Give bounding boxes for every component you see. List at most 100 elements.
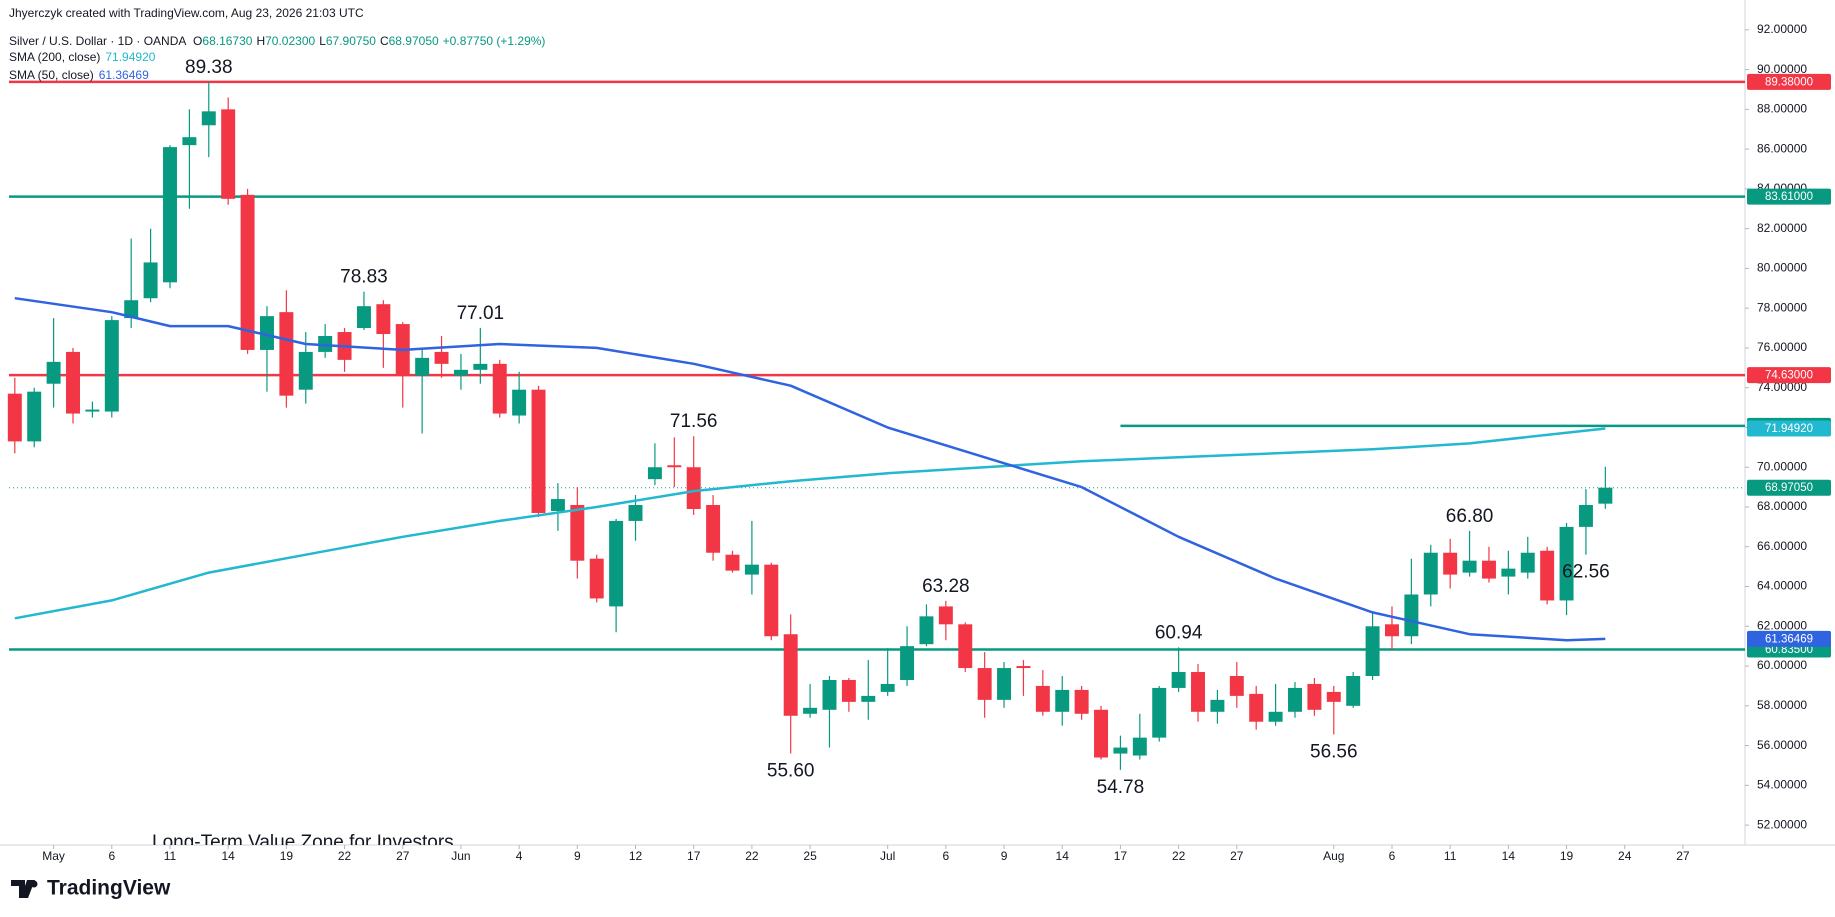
level-badge: 74.63000 bbox=[1765, 370, 1813, 382]
candle-body bbox=[1132, 737, 1147, 756]
candle-body bbox=[570, 505, 585, 561]
candle-body bbox=[46, 361, 61, 384]
x-tick-label: 19 bbox=[1560, 849, 1574, 863]
candle-body bbox=[298, 351, 313, 390]
x-tick-label: 17 bbox=[687, 849, 701, 863]
logo-dot bbox=[30, 880, 38, 888]
y-tick-label: 60.00000 bbox=[1757, 658, 1807, 672]
x-tick-label: 6 bbox=[943, 849, 950, 863]
x-tick-label: 14 bbox=[222, 849, 236, 863]
candle-body bbox=[667, 465, 682, 468]
candle-body bbox=[977, 668, 992, 700]
x-tick-label: 9 bbox=[574, 849, 581, 863]
candle-body bbox=[1559, 526, 1574, 601]
change: +0.87750 (+1.29%) bbox=[443, 34, 546, 48]
candle-body bbox=[1288, 687, 1302, 712]
candle-body bbox=[376, 304, 391, 335]
candle-body bbox=[27, 391, 42, 442]
candle-body bbox=[1326, 691, 1341, 702]
ohlc-value: 67.90750 bbox=[326, 34, 376, 48]
footer-logo: TradingView bbox=[11, 877, 171, 900]
x-tick-label: 17 bbox=[1114, 849, 1128, 863]
x-tick-label: 24 bbox=[1618, 849, 1632, 863]
x-tick-label: 27 bbox=[1676, 849, 1690, 863]
sma-line bbox=[14, 427, 1606, 620]
logo-icon bbox=[11, 880, 35, 898]
candle-body bbox=[66, 351, 80, 414]
ohlc-key: O bbox=[193, 34, 202, 48]
x-tick-label: Jun bbox=[451, 849, 470, 863]
x-tick-label: Aug bbox=[1323, 849, 1344, 863]
x-tick-label: Jul bbox=[880, 849, 895, 863]
y-tick-label: 78.00000 bbox=[1757, 300, 1807, 314]
candle-body bbox=[7, 393, 22, 442]
candle-body bbox=[686, 467, 701, 509]
candle-body bbox=[434, 351, 449, 364]
candle-body bbox=[900, 646, 915, 680]
candle-body bbox=[1443, 552, 1458, 575]
candle-body bbox=[512, 389, 527, 416]
x-tick-label: 11 bbox=[1444, 849, 1457, 863]
candle-body bbox=[1113, 747, 1128, 754]
y-tick-label: 54.00000 bbox=[1757, 778, 1807, 792]
x-tick-label: 22 bbox=[745, 849, 759, 863]
price-annotation: 55.60 bbox=[767, 761, 815, 782]
sma-badge-bg bbox=[1747, 630, 1831, 647]
candle-body bbox=[919, 616, 934, 645]
x-tick-label: 22 bbox=[338, 849, 352, 863]
level-badge: 89.38000 bbox=[1765, 76, 1813, 88]
x-tick-label: 11 bbox=[164, 849, 177, 863]
price-annotation: 63.28 bbox=[922, 576, 970, 597]
candle-body bbox=[1268, 711, 1283, 722]
sma-badge-bg bbox=[1747, 420, 1831, 437]
last-price-badge-bg bbox=[1747, 479, 1831, 496]
x-tick-label: 6 bbox=[1389, 849, 1396, 863]
price-annotation: 89.38 bbox=[185, 57, 233, 78]
price-annotation: 60.94 bbox=[1155, 622, 1203, 643]
level-badge-bg bbox=[1747, 188, 1831, 205]
candle-body bbox=[453, 369, 468, 376]
candle-body bbox=[1501, 568, 1516, 577]
legend-value: 71.94920 bbox=[105, 50, 155, 64]
price-annotation: 71.56 bbox=[670, 411, 718, 432]
candle-body bbox=[1423, 552, 1438, 595]
price-annotation: 78.83 bbox=[340, 267, 388, 288]
candle-body bbox=[938, 606, 953, 625]
last-price-badge: 68.97050 bbox=[1765, 482, 1813, 494]
candle-body bbox=[1578, 505, 1593, 527]
y-tick-label: 86.00000 bbox=[1757, 141, 1807, 155]
candle-body bbox=[725, 554, 740, 571]
candle-body bbox=[1520, 552, 1535, 573]
candle-body bbox=[997, 668, 1012, 700]
candle-body bbox=[744, 564, 759, 575]
legend-name: SMA (50, close) bbox=[9, 68, 94, 82]
sma-badge: 61.36469 bbox=[1765, 633, 1813, 645]
ohlc-key: C bbox=[380, 34, 389, 48]
candle-body bbox=[706, 505, 721, 553]
candle-body bbox=[1365, 626, 1380, 676]
candle-body bbox=[279, 312, 294, 396]
candle-body bbox=[1152, 687, 1167, 738]
candle-body bbox=[1462, 560, 1477, 573]
candle-body bbox=[163, 147, 177, 283]
logo-text: TradingView bbox=[47, 877, 171, 900]
candle-body bbox=[201, 111, 216, 126]
candle-body bbox=[822, 679, 837, 710]
x-tick-label: May bbox=[42, 849, 65, 863]
candle-body bbox=[1171, 672, 1186, 688]
ohlc-key: H bbox=[256, 34, 265, 48]
price-annotation: 77.01 bbox=[457, 303, 505, 324]
plot: Long-Term Value Zone for Investors 89.38 7… bbox=[7, 57, 1745, 845]
y-tick-label: 74.00000 bbox=[1757, 380, 1807, 394]
ohlc-value: 70.02300 bbox=[265, 34, 315, 48]
candle-body bbox=[492, 363, 507, 414]
candle-body bbox=[783, 634, 798, 716]
y-tick-label: 52.00000 bbox=[1757, 817, 1807, 831]
candle-body bbox=[958, 624, 973, 669]
x-tick-label: 14 bbox=[1056, 849, 1070, 863]
y-tick-label: 58.00000 bbox=[1757, 698, 1807, 712]
price-annotation: 62.56 bbox=[1562, 562, 1610, 583]
candle-body bbox=[473, 363, 488, 370]
candle-body bbox=[240, 194, 255, 350]
